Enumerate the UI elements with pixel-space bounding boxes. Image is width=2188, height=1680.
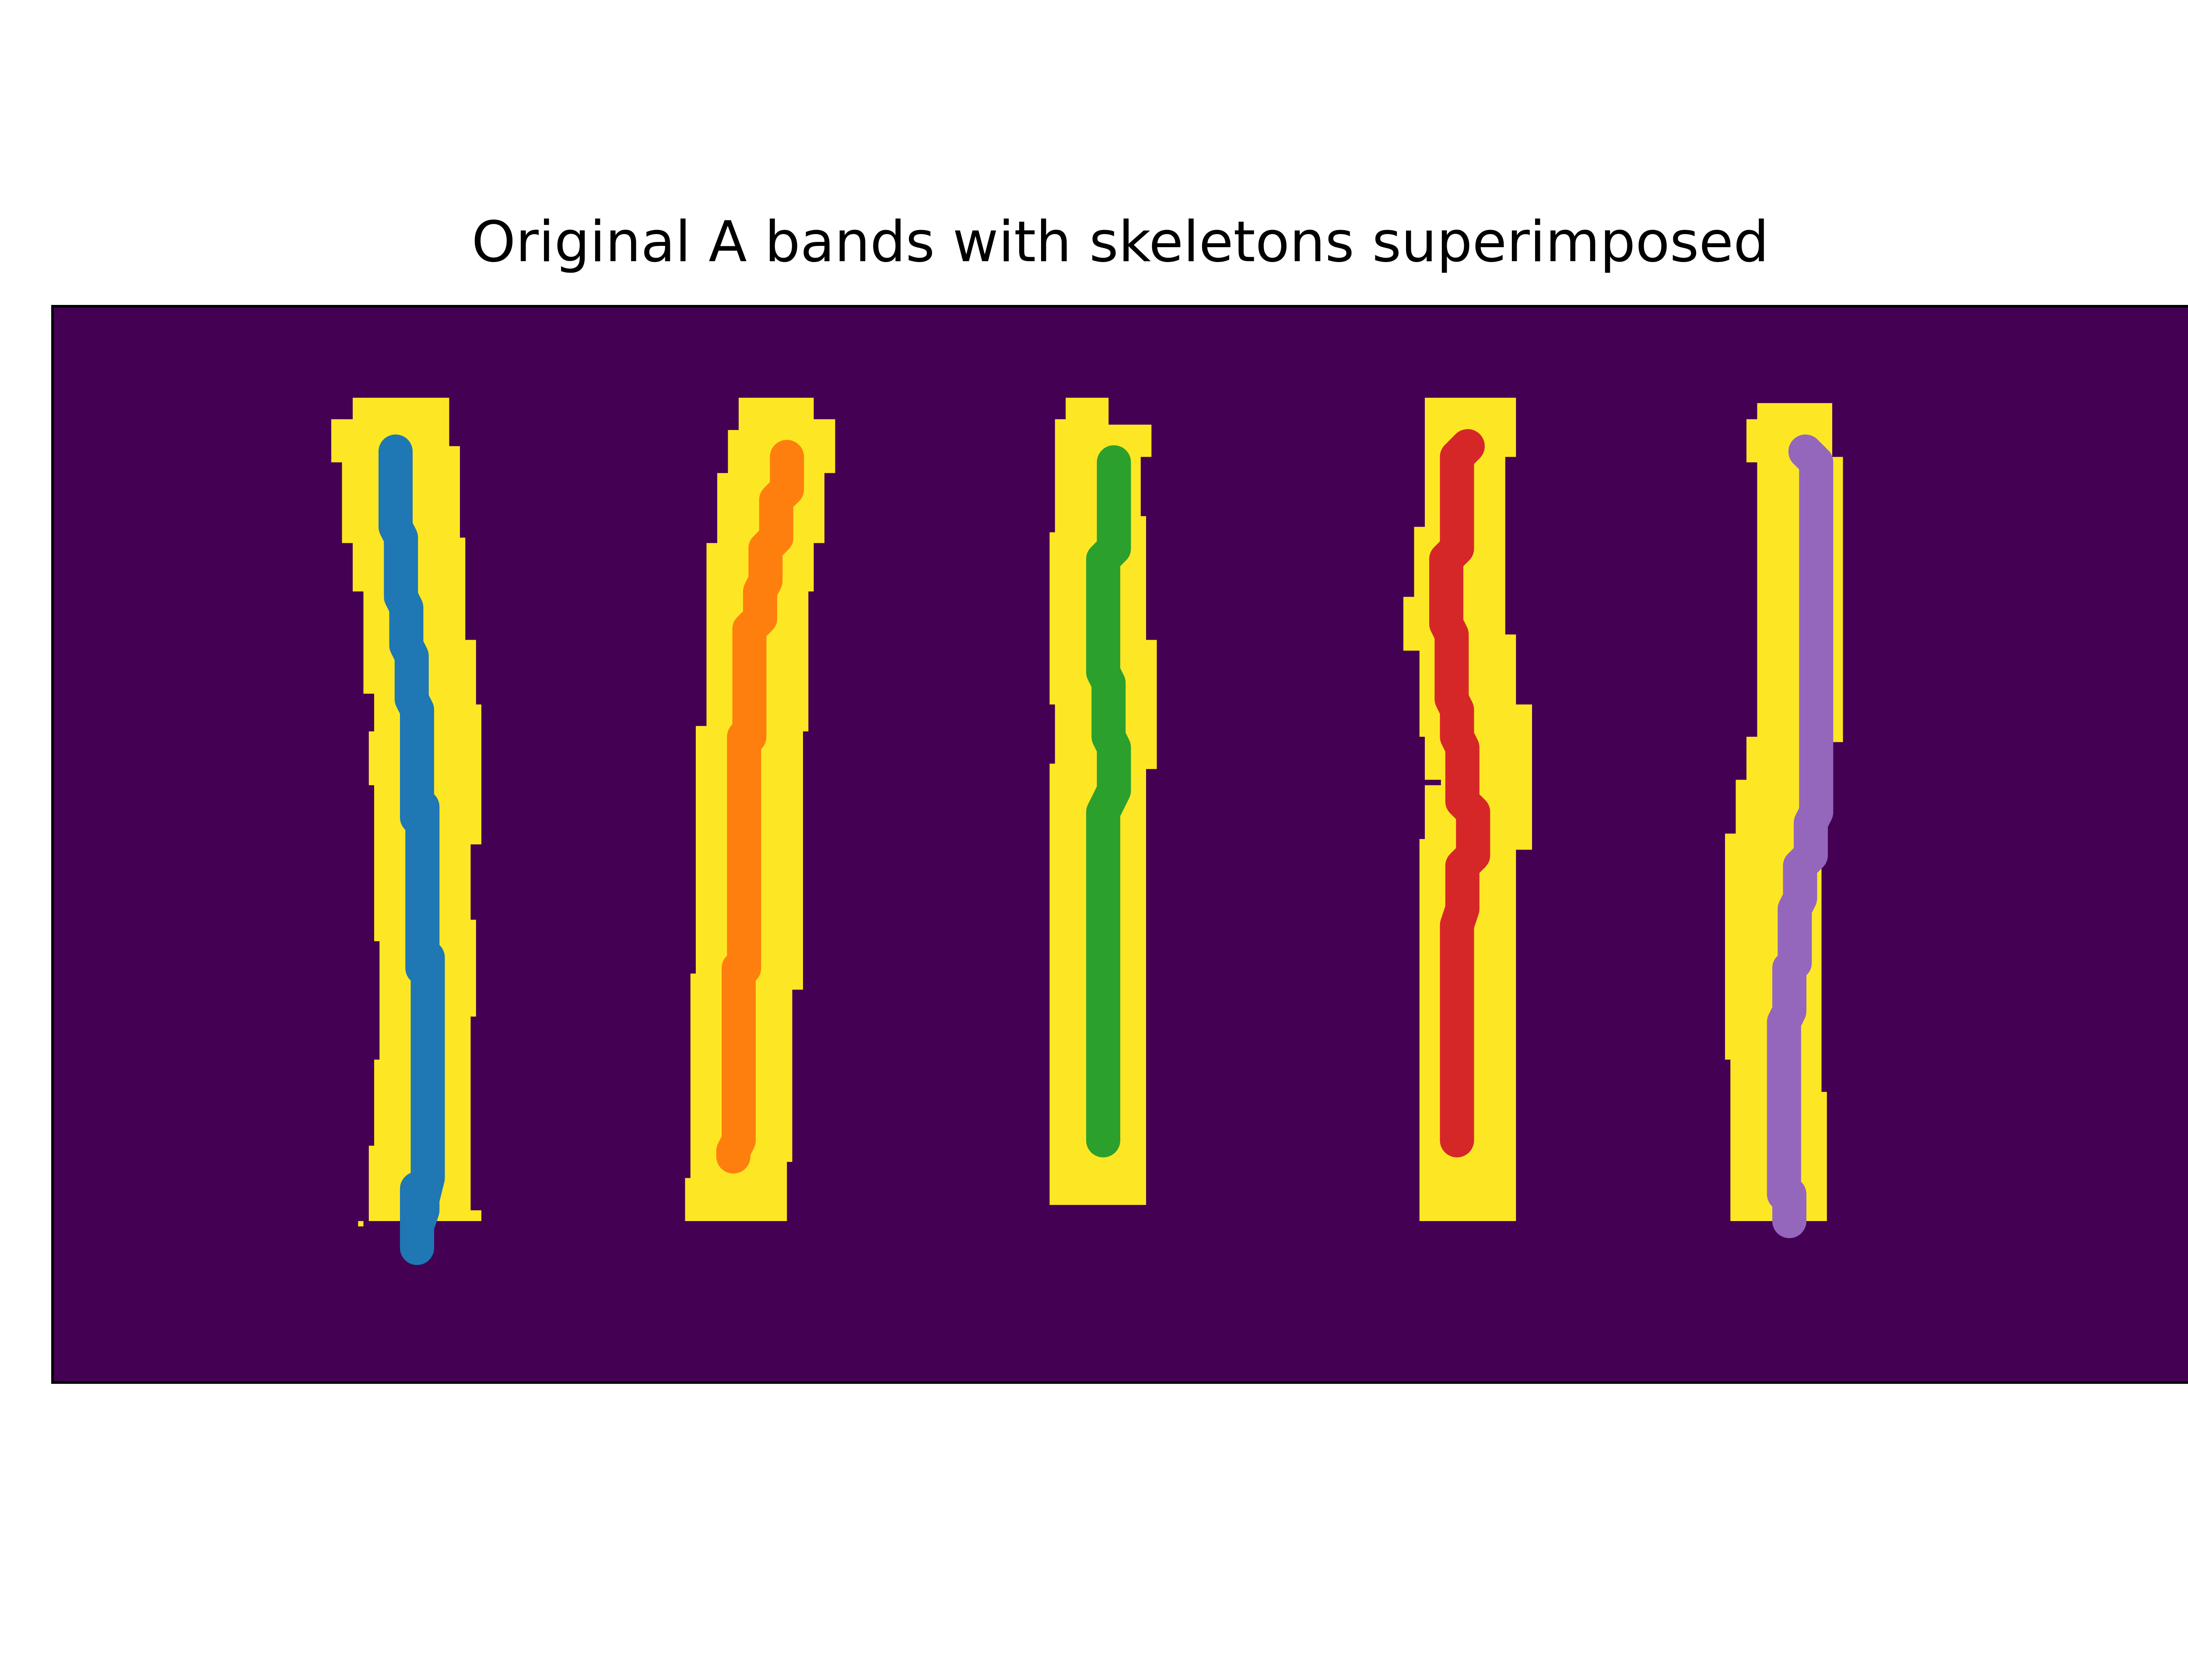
skeleton-line-2: [716, 440, 804, 1174]
skeleton-line-1: [379, 434, 445, 1265]
skeleton-layer: [379, 429, 1834, 1265]
chart-title: Original A bands with skeletons superimp…: [471, 210, 1769, 275]
skeleton-line-4: [1429, 429, 1490, 1158]
skeleton-line-5: [1767, 434, 1834, 1238]
skeleton-line-3: [1086, 445, 1131, 1158]
plot-frame: [51, 305, 2188, 1384]
